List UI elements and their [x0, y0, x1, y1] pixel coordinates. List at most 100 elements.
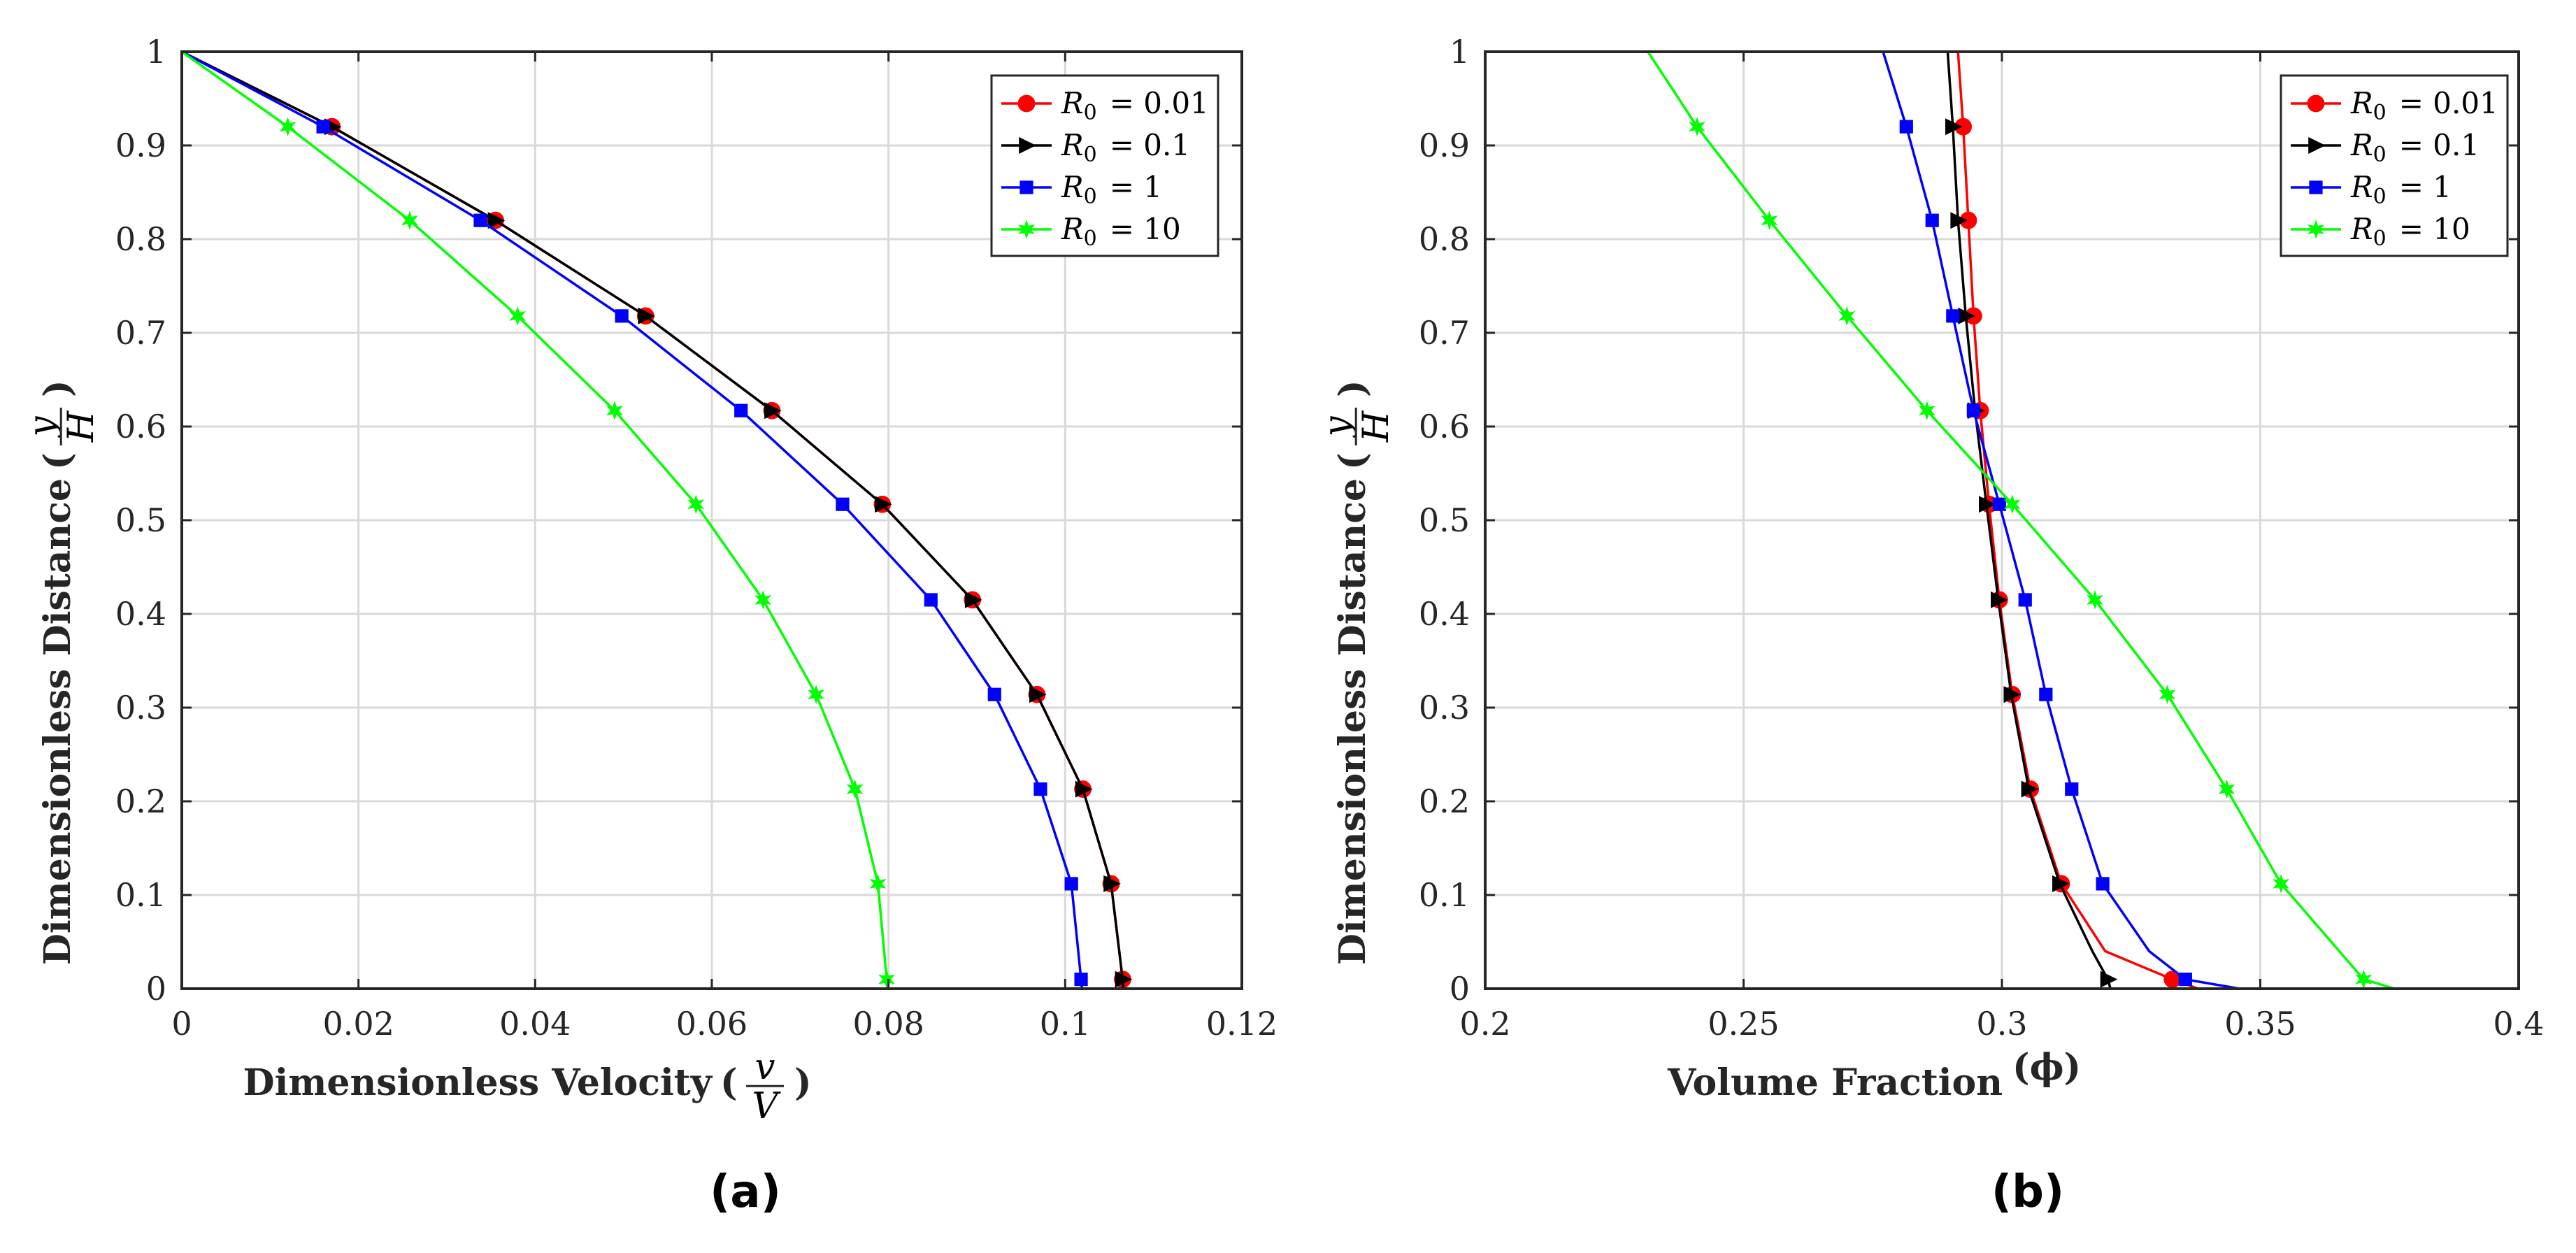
panel-a-series-2: [182, 52, 1133, 989]
legend-subscript: 0: [1084, 143, 1097, 167]
legend-label: R0 = 0.1: [2350, 128, 2480, 167]
y-tick-label: 0.7: [1419, 314, 1470, 352]
y-label-open-paren: (: [36, 452, 79, 470]
panel-b-series-4: [1647, 52, 2396, 989]
panel-a-y-axis-label: Dimensionless Distance ( yH): [22, 380, 102, 965]
x-tick-label: 0.3: [1976, 1005, 2027, 1043]
panel-b-series-2-marker: [1950, 212, 1968, 229]
legend-value: = 0.1: [2399, 128, 2480, 162]
x-tick-label: 0.12: [1206, 1005, 1278, 1043]
panel-a-label: (a): [710, 1166, 781, 1218]
panel-b-x-label-symbol: (ϕ): [2012, 1046, 2081, 1089]
legend-marker: [1017, 94, 1036, 113]
panel-b-series-3-marker: [2018, 593, 2032, 607]
legend-value: = 10: [1110, 212, 1181, 246]
x-tick-label: 0.08: [852, 1005, 924, 1043]
panel-a-series-3-marker: [473, 213, 487, 227]
y-tick-label: 0.3: [1419, 689, 1470, 726]
panel-b-series-4-marker: [2273, 874, 2289, 894]
legend-label: R0 = 1: [1061, 170, 1162, 209]
y-label-close-paren: ): [36, 380, 79, 397]
panel-b-series-4-marker: [2003, 494, 2021, 514]
panel-a-series-4-marker: [509, 306, 526, 326]
panel-b-x-axis-title: Volume Fraction: [1667, 1061, 2003, 1104]
y-tick-label: 0.2: [115, 782, 166, 820]
legend-symbol: R: [2350, 86, 2373, 120]
y-label-close-paren: ): [1331, 380, 1374, 397]
legend-label: R0 = 10: [2350, 212, 2470, 251]
x-tick-label: 0.02: [322, 1005, 394, 1043]
legend-value: = 0.01: [2399, 86, 2498, 120]
legend-subscript: 0: [1084, 101, 1097, 125]
legend-marker: [2307, 94, 2325, 113]
panel-a: 0 0.02 0.04 0.06 0.08 0.1 0.12 0 0.1 0.2 0.3 0.4 0.5…: [22, 33, 1278, 1218]
panel-a-series-4-marker: [279, 117, 296, 136]
y-tick-label: 1: [1450, 33, 1470, 71]
panel-b-series-2-marker: [2003, 686, 2022, 703]
legend-value: = 0.01: [1110, 86, 1209, 120]
panel-b-series-3-marker: [1966, 403, 1980, 417]
y-tick-label: 0.7: [115, 314, 166, 352]
panel-a-y-label-fraction: yH: [22, 408, 102, 445]
y-tick-label: 0.2: [1419, 782, 1470, 820]
y-tick-label: 0: [1450, 970, 1470, 1008]
y-tick-label: 0.6: [115, 408, 166, 445]
panel-a-series-2-marker: [1103, 875, 1121, 892]
panel-b-y-axis-label: Dimensionless Distance (yH): [1317, 380, 1397, 965]
panel-b-series-4-marker: [2159, 685, 2176, 704]
y-tick-label: 0.4: [115, 595, 166, 633]
panel-b-series-2-marker: [1979, 496, 1996, 513]
legend-value: = 0.1: [1110, 128, 1190, 162]
panel-b-ticks: 0.2 0.25 0.3 0.35 0.4 0 0.1 0.2 0.3 0.4 0.5 0.6 0.7 0…: [1419, 33, 2545, 1043]
panel-a-legend-entry-2: R0 = 0.1: [1001, 128, 1190, 167]
panel-b-y-label-fraction: yH: [1317, 408, 1397, 445]
panel-b-series-2-marker: [1958, 307, 1976, 324]
panel-a-series-2-marker: [638, 307, 656, 324]
panel-b-x-axis-label: Volume Fraction (ϕ): [1667, 1046, 2081, 1104]
x-tick-label: 0.2: [1459, 1005, 1510, 1043]
panel-a-legend-entry-3: R0 = 1: [1001, 170, 1162, 209]
panel-b-series-4-marker: [1918, 401, 1935, 420]
panel-a-series-3-marker: [987, 687, 1001, 701]
panel-b-series-4-marker: [1689, 117, 1705, 136]
panel-b: 0.2 0.25 0.3 0.35 0.4 0 0.1 0.2 0.3 0.4 0.5 0.6 0.7 0…: [1317, 33, 2545, 1218]
y-tick-label: 0.3: [115, 689, 166, 726]
panel-b-legend-entry-2: R0 = 0.1: [2291, 128, 2480, 167]
legend-subscript: 0: [2373, 227, 2387, 251]
legend-label: R0 = 1: [2350, 170, 2452, 209]
panel-b-legend-entry-3: R0 = 1: [2291, 170, 2452, 209]
legend-subscript: 0: [2373, 185, 2387, 209]
panel-a-y-axis-title: Dimensionless Distance: [36, 478, 79, 965]
legend-label: R0 = 10: [1061, 212, 1181, 251]
legend-marker: [1018, 220, 1035, 239]
panel-a-series-2-marker: [487, 212, 506, 229]
legend-value: = 10: [2399, 212, 2470, 246]
panel-a-series-3-line: [182, 52, 1084, 989]
panel-b-legend-entry-4: R0 = 10: [2291, 212, 2470, 251]
legend-symbol: R: [1061, 86, 1084, 120]
panel-a-series-4-marker: [846, 779, 864, 799]
x-tick-label: 0.25: [1708, 1005, 1779, 1043]
panel-b-series-3-marker: [2178, 973, 2192, 987]
y-tick-label: 0.6: [1419, 408, 1470, 445]
legend-symbol: R: [2350, 128, 2373, 162]
panel-a-x-axis-label: Dimensionless Velocity(vV): [243, 1047, 811, 1127]
y-tick-label: 0.9: [115, 127, 166, 164]
legend-subscript: 0: [1084, 227, 1097, 251]
panel-b-y-axis-title: Dimensionless Distance: [1331, 478, 1374, 965]
panel-a-series-3-marker: [615, 309, 629, 323]
panel-a-ticks: 0 0.02 0.04 0.06 0.08 0.1 0.12 0 0.1 0.2 0.3 0.4 0.5…: [115, 33, 1278, 1043]
panel-a-series-4-line: [182, 52, 889, 989]
panel-b-series-3-marker: [1946, 309, 1960, 323]
panel-b-series-2-marker: [2100, 971, 2118, 988]
panel-b-y-label-fraction-denominator: H: [1356, 410, 1397, 443]
panel-a-x-label-fraction: vV: [746, 1047, 784, 1127]
panel-a-series-2-marker: [964, 591, 982, 608]
panel-a-series-4-marker: [606, 401, 623, 420]
panel-a-series-2-line: [182, 52, 1125, 989]
legend-subscript: 0: [2373, 143, 2387, 167]
y-tick-label: 1: [146, 33, 166, 71]
y-tick-label: 0.5: [1419, 501, 1470, 539]
legend-subscript: 0: [2373, 101, 2387, 125]
